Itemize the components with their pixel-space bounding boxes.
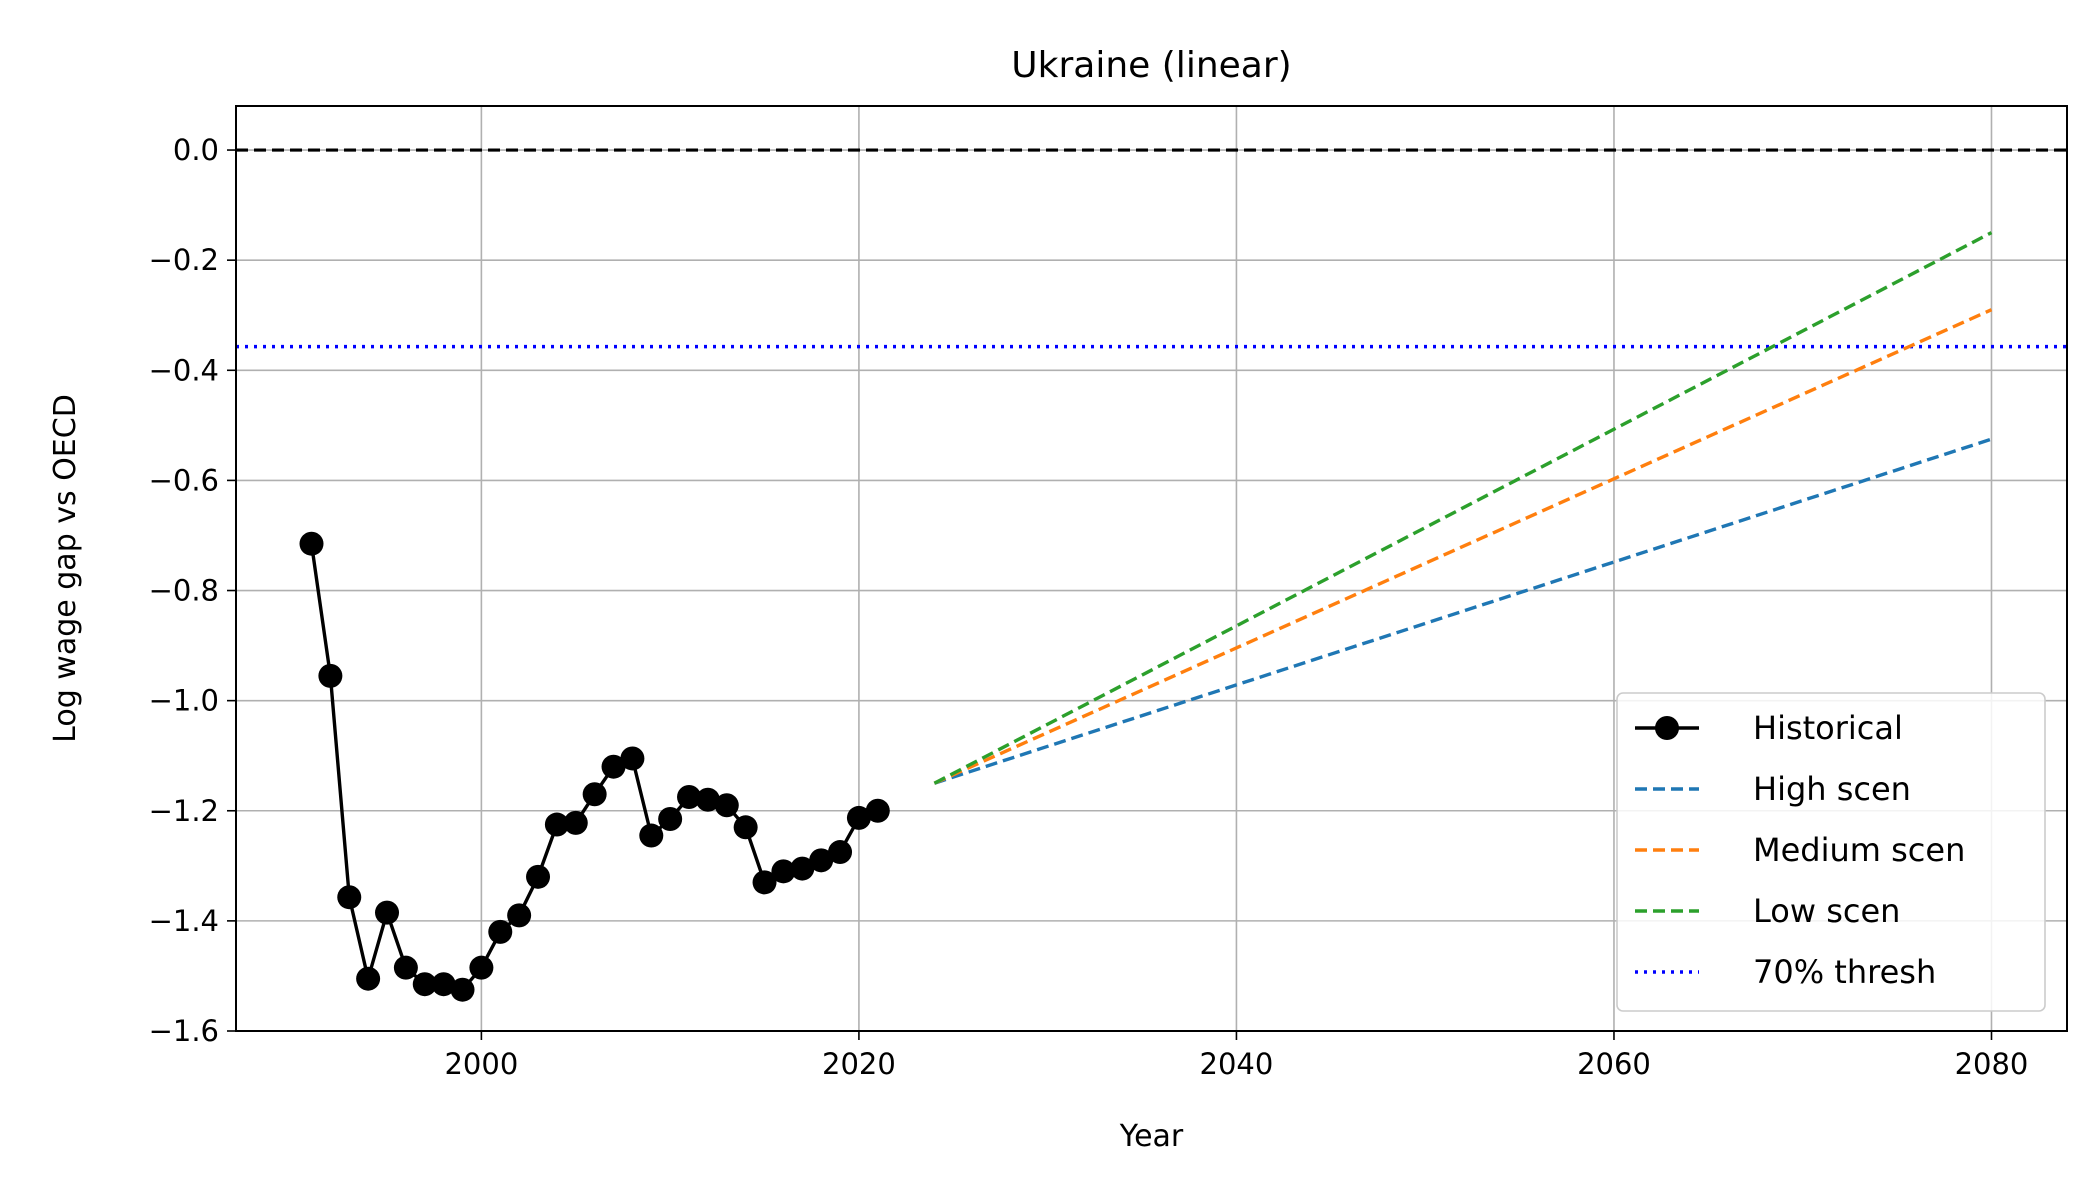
historical-data-point: [752, 870, 777, 895]
historical-data-point: [846, 805, 871, 830]
historical-data-point: [658, 807, 683, 832]
historical-data-point: [582, 782, 607, 807]
historical-data-point: [620, 746, 645, 771]
historical-data-point: [469, 955, 494, 980]
x-tick-label: 2080: [1955, 1047, 2029, 1081]
y-tick-label: −0.6: [149, 463, 219, 497]
historical-data-point: [412, 972, 437, 997]
y-tick-label: −0.8: [149, 574, 219, 608]
legend-label: High scen: [1753, 770, 1911, 808]
high-scen-series-line: [933, 437, 1993, 785]
y-tick-label: −1.6: [149, 1014, 219, 1048]
historical-data-point: [299, 531, 324, 556]
historical-data-point: [601, 754, 626, 779]
historical-data-point: [431, 972, 456, 997]
legend-label: 70% thresh: [1753, 953, 1936, 991]
y-tick-label: −1.4: [149, 904, 219, 938]
legend-marker-historical: [1655, 716, 1679, 740]
y-axis-label: Log wage gap vs OECD: [48, 394, 83, 743]
historical-data-point: [337, 885, 362, 910]
historical-data-point: [865, 798, 890, 823]
historical-data-point: [639, 823, 664, 848]
historical-data-point: [507, 903, 532, 928]
medium-scen-series-line: [933, 308, 1993, 785]
historical-data-point: [695, 787, 720, 812]
y-tick-label: −0.4: [149, 353, 219, 387]
historical-data-point: [450, 977, 475, 1002]
historical-data-point: [714, 793, 739, 818]
legend-label: Low scen: [1753, 892, 1900, 930]
axis-ticks: 2000 2020 2040 2060 2080 0.0 −0.2 −0.4 −0.6 −0.8 −…: [149, 133, 2029, 1081]
historical-data-point: [318, 663, 343, 688]
y-tick-label: −1.0: [149, 684, 219, 718]
y-tick-label: 0.0: [173, 133, 219, 167]
historical-data-point: [488, 919, 513, 944]
historical-data-point: [526, 864, 551, 889]
legend-box: [1616, 692, 2046, 1012]
x-axis-label: Year: [1119, 1119, 1184, 1154]
legend-label: Medium scen: [1753, 831, 1965, 869]
series-lines: [299, 231, 1993, 1002]
historical-data-point: [677, 784, 702, 809]
x-tick-label: 2000: [444, 1047, 518, 1081]
y-tick-label: −1.2: [149, 794, 219, 828]
x-tick-label: 2060: [1577, 1047, 1651, 1081]
legend: Historical High scen Medium scen Low scen 70…: [1616, 692, 2046, 1012]
plot-frame: [235, 105, 2068, 1032]
historical-data-point: [375, 900, 400, 925]
x-tick-label: 2020: [822, 1047, 896, 1081]
y-tick-label: −0.2: [149, 243, 219, 277]
historical-data-point: [356, 966, 381, 991]
historical-data-point: [563, 810, 588, 835]
historical-data-point: [733, 815, 758, 840]
x-tick-label: 2040: [1200, 1047, 1274, 1081]
historical-data-point: [790, 856, 815, 881]
historical-data-point: [828, 840, 853, 865]
historical-data-point: [809, 848, 834, 873]
historical-data-point: [771, 859, 796, 884]
legend-label: Historical: [1753, 709, 1903, 747]
historical-data-point: [544, 812, 569, 837]
chart-title: Ukraine (linear): [1011, 45, 1291, 86]
historical-data-point: [393, 955, 418, 980]
low-scen-series-line: [933, 231, 1993, 785]
